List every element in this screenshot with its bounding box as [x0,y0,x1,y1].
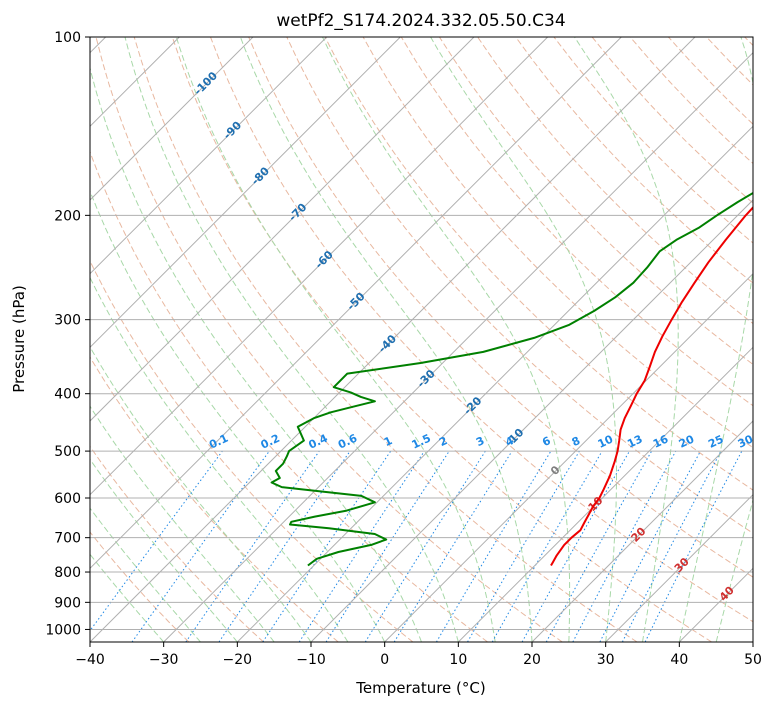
x-tick-label: 10 [449,652,467,668]
isotherm-line [236,125,753,642]
isotherm-line [90,37,549,496]
moist-adiabat [678,37,753,642]
mixing-ratio-label: 30 [736,432,756,450]
dry-adiabat [90,356,339,642]
isotherm-line [90,37,328,275]
x-tick-label: 40 [670,652,688,668]
isotherms [90,37,753,642]
isotherm-line [605,493,753,642]
moist-adiabat [322,37,571,642]
isotherm-line [90,37,254,201]
dry-adiabat [90,531,190,642]
x-tick-label: −30 [149,652,179,668]
y-tick-label: 200 [54,208,81,224]
moist-adiabat [90,507,201,642]
x-tick-label: −10 [296,652,326,668]
mixing-ratio-label: 13 [625,433,644,451]
dry-adiabat [90,445,264,642]
mixing-ratio-line [644,450,743,642]
chart-title: wetPf2_S174.2024.332.05.50.C34 [276,11,565,31]
y-tick-label: 700 [54,531,81,547]
profiles [270,191,753,567]
isotherm-line [310,199,753,642]
mixing-ratio-line [572,450,677,642]
x-axis-title: Temperature (°C) [355,679,485,697]
x-tick-label: 50 [744,652,762,668]
y-axis: 100 200 300 400 500 600 700 800 900 1000 [45,30,90,638]
isotherm-line [90,37,696,642]
mixing-ratio-label: 25 [706,433,725,451]
temperature-profile [550,206,753,566]
mixing-ratio-line [131,450,270,642]
y-tick-label: 100 [54,30,81,46]
dry-adiabat [438,37,753,366]
mixing-ratio-line [545,450,653,642]
moist-adiabat [175,37,496,642]
moist-adiabat [574,37,679,642]
mixing-ratio-line [521,450,630,642]
mixing-ratio-line [262,450,392,642]
y-tick-label: 900 [54,595,81,611]
dry-adiabat [400,37,753,407]
isotherm-line [531,420,753,642]
y-tick-label: 300 [54,313,81,329]
moist-adiabat [430,37,617,642]
mixing-ratio-line [218,450,351,642]
moist-adiabat [90,276,349,642]
moist-adiabat [90,458,238,642]
mixing-ratio-lines [90,450,743,642]
mixing-ratio-label: 20 [677,432,697,450]
isotherm-line [90,37,401,349]
moist-adiabat [90,65,422,642]
moist-adiabats [90,37,753,642]
x-tick-label: 30 [597,652,615,668]
mixing-ratio-line [393,450,513,642]
mixing-ratio-line [185,450,320,642]
isotherm-line [90,37,475,422]
x-tick-label: −20 [223,652,253,668]
mixing-ratio-line [90,450,223,632]
mixing-ratio-label: 16 [651,432,671,450]
dry-adiabat [95,37,563,642]
x-tick-label: 0 [380,652,389,668]
x-tick-label: −40 [75,652,105,668]
y-tick-label: 400 [54,387,81,403]
dry-adiabat [90,150,488,642]
x-tick-label: 20 [523,652,541,668]
moist-adiabat [239,37,533,642]
dry-adiabat [248,37,753,578]
mixing-ratio-line [298,450,425,642]
x-axis: −40 −30 −20 −10 0 10 20 30 40 50 [75,642,762,668]
y-axis-title: Pressure (hPa) [10,285,28,393]
y-tick-label: 1000 [45,622,81,638]
dry-adiabat [210,37,753,623]
pressure-gridlines [90,37,753,630]
isotherm-line [384,272,753,642]
y-tick-label: 500 [54,444,81,460]
y-tick-label: 800 [54,565,81,581]
isotherm-line [163,51,753,642]
y-tick-label: 600 [54,491,81,507]
mixing-ratio-label: 10 [596,432,616,450]
dry-adiabat [515,37,753,284]
moist-adiabat [124,37,459,642]
moist-adiabat [90,189,386,642]
dry-adiabat [133,37,638,642]
moist-adiabat [90,405,275,642]
isotherm-line [457,346,753,642]
dewpoint-profile [270,191,753,567]
plot-frame [89,36,754,643]
moist-adiabat [90,553,165,642]
isotherm-line [90,37,622,570]
mixing-ratio-line [325,450,450,642]
moist-adiabat [90,345,312,642]
plot-area: -100-90-80-70-60-50-40-30-20-10010203040… [90,37,756,642]
